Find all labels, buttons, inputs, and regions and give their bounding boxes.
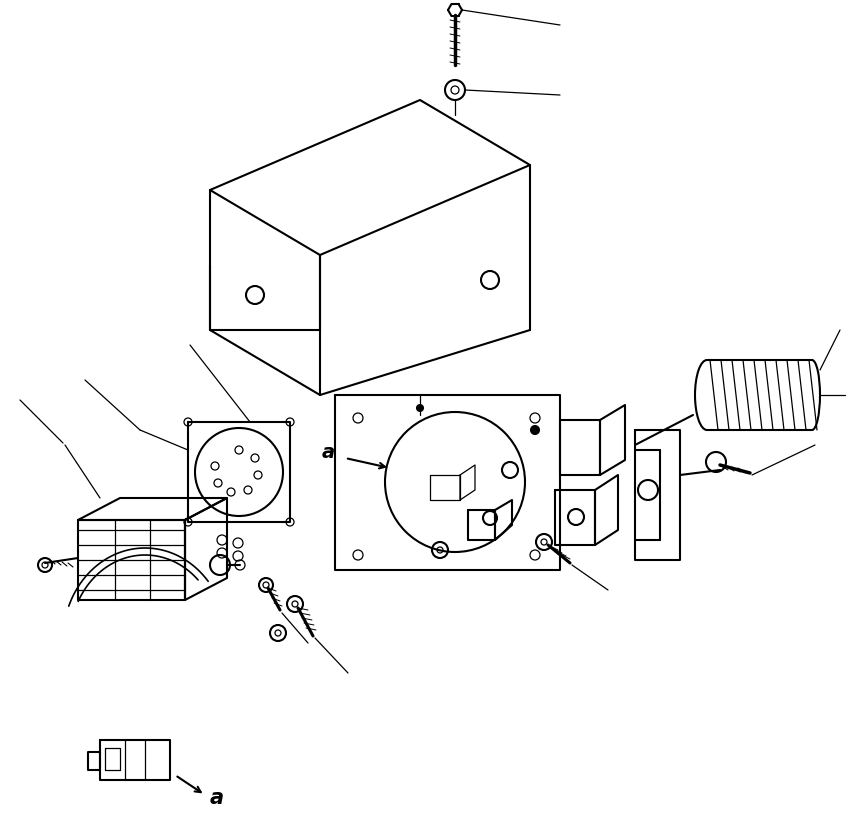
Text: a: a bbox=[210, 788, 224, 808]
Text: a: a bbox=[322, 442, 334, 461]
Circle shape bbox=[531, 426, 539, 434]
Circle shape bbox=[417, 405, 423, 411]
